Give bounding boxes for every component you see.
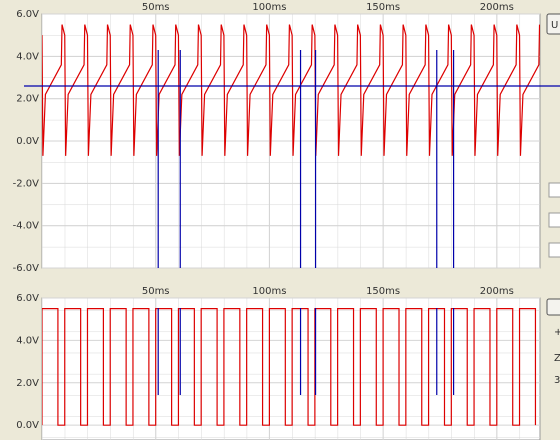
y-tick-label: 4.0V (16, 335, 39, 346)
x-tick-label: 150ms (366, 2, 400, 13)
y-tick-label: 6.0V (16, 293, 39, 304)
y-tick-label: 0.0V (16, 420, 39, 431)
waveform (42, 307, 537, 426)
y-tick-label: 0.0V (16, 136, 39, 147)
waveform (42, 24, 540, 156)
checkbox[interactable] (548, 212, 560, 228)
y-tick-label: 6.0V (16, 9, 39, 20)
plot-layer (42, 24, 540, 156)
x-tick-label: 100ms (252, 286, 286, 297)
button[interactable] (546, 13, 560, 35)
checkbox[interactable] (548, 242, 560, 258)
control-label: Z (554, 353, 560, 364)
x-tick-label: 50ms (142, 2, 170, 13)
x-tick-label: 200ms (480, 286, 514, 297)
button[interactable] (546, 298, 560, 316)
plot-layer (42, 307, 537, 426)
x-tick-label: 50ms (142, 286, 170, 297)
minor-grid (42, 298, 540, 440)
x-tick-label: 200ms (480, 2, 514, 13)
x-tick-label: 150ms (366, 286, 400, 297)
control-label: 3 (554, 375, 560, 386)
y-tick-label: 2.0V (16, 378, 39, 389)
button-label[interactable]: U (551, 20, 558, 31)
y-tick-label: -2.0V (13, 178, 40, 189)
icon: + (554, 327, 560, 338)
y-tick-label: 4.0V (16, 51, 39, 62)
y-tick-label: -6.0V (13, 263, 40, 274)
checkbox[interactable] (548, 182, 560, 198)
y-tick-label: 2.0V (16, 94, 39, 105)
y-tick-label: -4.0V (13, 221, 40, 232)
x-tick-label: 100ms (252, 2, 286, 13)
